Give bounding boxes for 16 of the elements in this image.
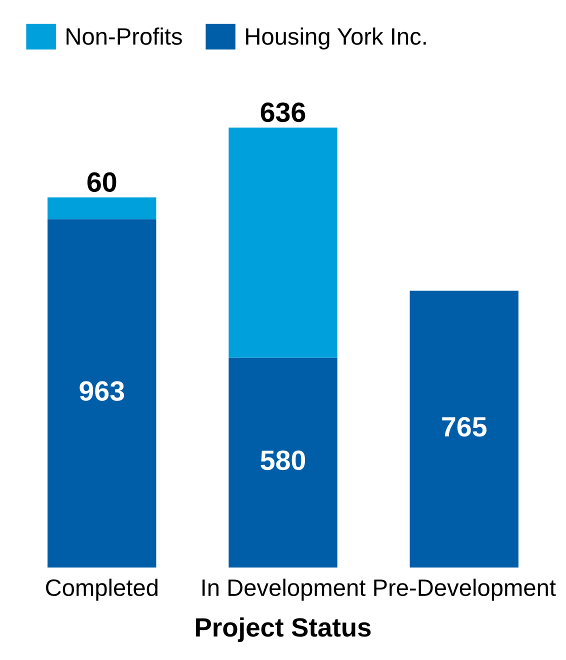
legend-label: Housing York Inc.	[246, 28, 426, 50]
x-tick-label: In Development	[202, 578, 366, 601]
x-tick-label: Completed	[46, 578, 158, 601]
bar	[228, 358, 338, 568]
legend-label: Non-Profits	[66, 28, 182, 45]
bar	[410, 290, 518, 568]
data-label: 580	[260, 450, 306, 470]
data-label: 765	[442, 416, 487, 437]
bar	[228, 128, 338, 358]
bar	[48, 197, 156, 220]
x-axis-title: Project Status	[196, 617, 371, 642]
x-tick-label: Pre-Development	[374, 578, 556, 601]
data-label: 636	[260, 102, 306, 122]
data-label: 963	[80, 381, 124, 401]
bar	[48, 219, 156, 568]
data-label: 60	[87, 172, 116, 192]
